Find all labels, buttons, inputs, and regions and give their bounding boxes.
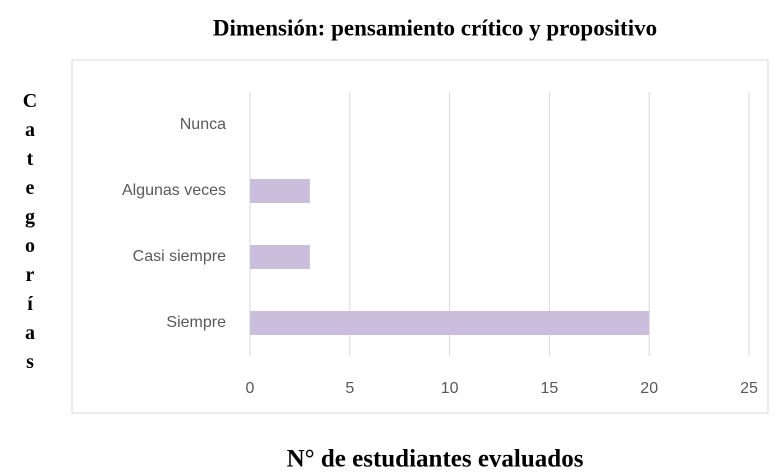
bar: [250, 179, 310, 203]
x-tick-label: 20: [640, 380, 658, 397]
x-tick-label: 15: [541, 380, 559, 397]
x-tick-label: 0: [246, 380, 255, 397]
y-tick-label: Algunas veces: [122, 182, 226, 199]
x-tick-label: 25: [740, 380, 758, 397]
x-tick-label: 5: [345, 380, 354, 397]
x-axis-label: N° de estudiantes evaluados: [287, 446, 584, 473]
y-axis-label: Categorías: [19, 90, 41, 380]
bar: [250, 245, 310, 269]
bar: [250, 311, 650, 335]
y-tick-label: Nunca: [180, 116, 226, 133]
y-tick-label: Siempre: [166, 314, 226, 331]
x-tick-label: 10: [441, 380, 459, 397]
chart-frame: [71, 59, 769, 414]
chart-title: Dimensión: pensamiento crítico y proposi…: [213, 15, 657, 40]
y-tick-label: Casi siempre: [133, 248, 226, 265]
